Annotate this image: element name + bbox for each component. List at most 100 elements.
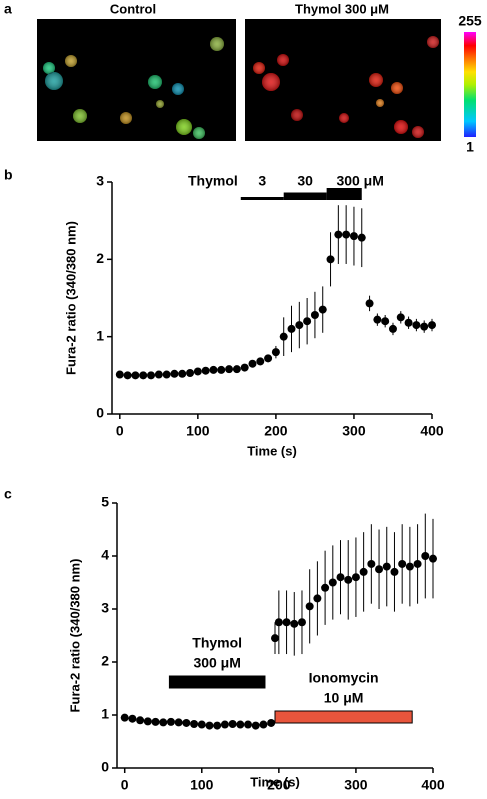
y-tick-label: 3	[101, 600, 109, 616]
y-tick-label: 2	[96, 250, 104, 266]
data-point	[154, 370, 163, 379]
data-point	[334, 230, 343, 239]
data-point	[232, 365, 241, 374]
panel-label: c	[4, 486, 12, 502]
treatment-bar	[283, 192, 327, 200]
data-point	[344, 575, 353, 584]
y-axis-label: Fura-2 ratio (340/380 nm)	[67, 559, 82, 713]
data-point	[420, 322, 429, 331]
image-thymol	[245, 19, 441, 141]
data-point	[248, 359, 257, 368]
data-point	[186, 369, 195, 378]
x-tick-label: 100	[186, 423, 210, 439]
y-tick-label: 4	[101, 547, 109, 563]
data-point	[166, 717, 175, 726]
data-point	[264, 354, 273, 363]
data-point	[396, 313, 405, 322]
data-point	[303, 317, 312, 326]
treatment-bar	[326, 188, 362, 200]
treatment-bar	[168, 675, 266, 689]
data-point	[295, 321, 304, 330]
data-point	[365, 299, 374, 308]
data-point	[209, 365, 218, 374]
data-point	[351, 573, 360, 582]
data-point	[193, 367, 202, 376]
data-point	[373, 315, 382, 324]
data-point	[271, 348, 280, 357]
data-point	[240, 363, 249, 372]
data-point	[279, 332, 288, 341]
data-point	[428, 321, 436, 330]
data-point	[256, 357, 265, 366]
colorbar-min: 1	[466, 139, 474, 155]
data-point	[404, 318, 413, 327]
data-point	[310, 311, 319, 320]
data-point	[342, 230, 351, 239]
colorbar	[464, 32, 476, 137]
data-point	[174, 718, 183, 727]
data-point	[297, 618, 306, 627]
data-point	[287, 324, 296, 333]
data-point	[139, 371, 148, 380]
data-point	[321, 583, 330, 592]
y-axis-label: Fura-2 ratio (340/380 nm)	[63, 221, 78, 375]
y-tick-label: 5	[101, 494, 109, 510]
data-point	[413, 559, 422, 568]
y-tick-label: 0	[96, 405, 104, 421]
data-point	[375, 565, 384, 574]
data-point	[429, 554, 437, 563]
treatment-label: 10 μM	[324, 690, 364, 706]
data-point	[201, 366, 210, 375]
x-axis-label: Time (s)	[247, 443, 297, 458]
data-point	[412, 321, 421, 330]
data-point	[318, 305, 327, 314]
treatment-step-label: 300 μM	[336, 173, 383, 189]
data-point	[182, 718, 191, 727]
x-tick-label: 400	[420, 423, 444, 439]
data-point	[213, 721, 222, 730]
data-point	[381, 317, 390, 326]
image-title: Control	[110, 1, 156, 16]
data-point	[143, 717, 152, 726]
x-tick-label: 100	[190, 777, 214, 793]
treatment-label: 300 μM	[193, 655, 240, 671]
x-tick-label: 0	[121, 777, 129, 793]
data-point	[190, 720, 199, 729]
data-point	[398, 559, 407, 568]
data-point	[313, 594, 322, 603]
treatment-label: Ionomycin	[309, 670, 379, 686]
x-tick-label: 0	[116, 423, 124, 439]
data-point	[197, 720, 206, 729]
data-point	[236, 720, 245, 729]
data-point	[220, 720, 229, 729]
x-tick-label: 400	[421, 777, 445, 793]
x-axis-label: Time (s)	[250, 774, 300, 789]
y-tick-label: 3	[96, 173, 104, 189]
image-title: Thymol 300 μM	[295, 1, 389, 16]
data-point	[305, 602, 314, 611]
data-point	[228, 720, 237, 729]
data-point	[159, 718, 168, 727]
data-point	[178, 369, 187, 378]
x-tick-label: 200	[264, 423, 288, 439]
data-point	[225, 365, 234, 374]
data-point	[336, 573, 345, 582]
panel-label: a	[4, 1, 12, 17]
data-point	[136, 716, 145, 725]
data-point	[390, 567, 399, 576]
data-point	[147, 371, 156, 380]
data-point	[290, 619, 299, 628]
treatment-bar	[274, 710, 413, 724]
y-tick-label: 1	[101, 706, 109, 722]
data-point	[274, 618, 283, 627]
data-point	[388, 324, 397, 333]
data-point	[151, 717, 160, 726]
data-point	[115, 370, 124, 379]
treatment-label: Thymol	[192, 635, 242, 651]
treatment-step-label: 3	[258, 173, 266, 189]
data-point	[251, 721, 260, 730]
data-point	[170, 369, 179, 378]
y-tick-label: 2	[101, 653, 109, 669]
data-point	[359, 567, 368, 576]
